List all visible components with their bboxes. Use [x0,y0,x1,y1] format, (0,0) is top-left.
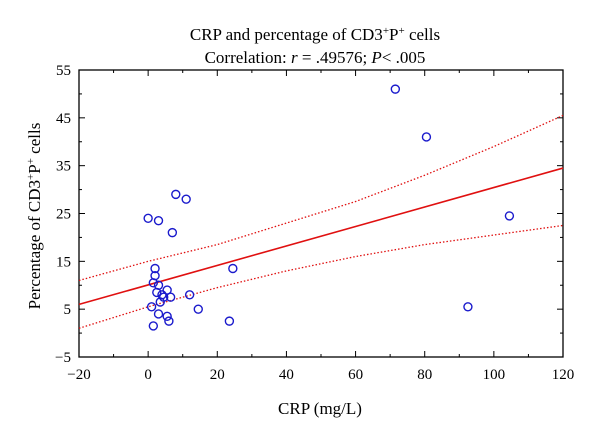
data-point [163,312,171,320]
data-point [165,317,173,325]
x-tick-label: 20 [210,367,225,383]
data-point [464,303,472,311]
data-point [144,214,152,222]
chart-title: CRP and percentage of CD3+P+ cells [190,25,440,44]
y-tick-label: 25 [56,207,71,223]
x-tick-label: 60 [348,367,363,383]
y-tick-label: −5 [55,350,71,366]
data-point [155,310,163,318]
x-tick-label: 80 [417,367,432,383]
x-axis-label: CRP (mg/L) [278,399,362,418]
data-point [148,303,156,311]
data-point [422,133,430,141]
chart-subtitle: Correlation: r = .49576; P< .005 [205,48,426,67]
data-point [225,317,233,325]
x-tick-label: 120 [552,367,575,383]
plot-frame [79,70,563,357]
data-point [505,212,513,220]
data-point [149,322,157,330]
data-point [391,85,399,93]
y-tick-label: 15 [56,254,71,270]
y-tick-label: 55 [56,63,71,79]
x-tick-label: 40 [279,367,294,383]
regression-line [79,168,563,304]
data-point [168,229,176,237]
y-tick-label: 35 [56,159,71,175]
data-point [155,217,163,225]
data-point [172,190,180,198]
y-axis-label: Percentage of CD3+P+ cells [25,123,44,310]
x-tick-label: 0 [144,367,152,383]
x-tick-label: 100 [483,367,506,383]
y-tick-label: 45 [56,111,71,127]
x-tick-label: −20 [67,367,90,383]
data-point [182,195,190,203]
data-point [194,305,202,313]
plot-area: −20 0 20 40 60 80 100 120 −5 5 15 25 35 45 55 [55,63,574,383]
confidence-band-upper [79,115,563,280]
data-point [229,265,237,273]
scatter-chart: CRP and percentage of CD3+P+ cells Corre… [0,0,600,437]
y-tick-label: 5 [64,302,72,318]
